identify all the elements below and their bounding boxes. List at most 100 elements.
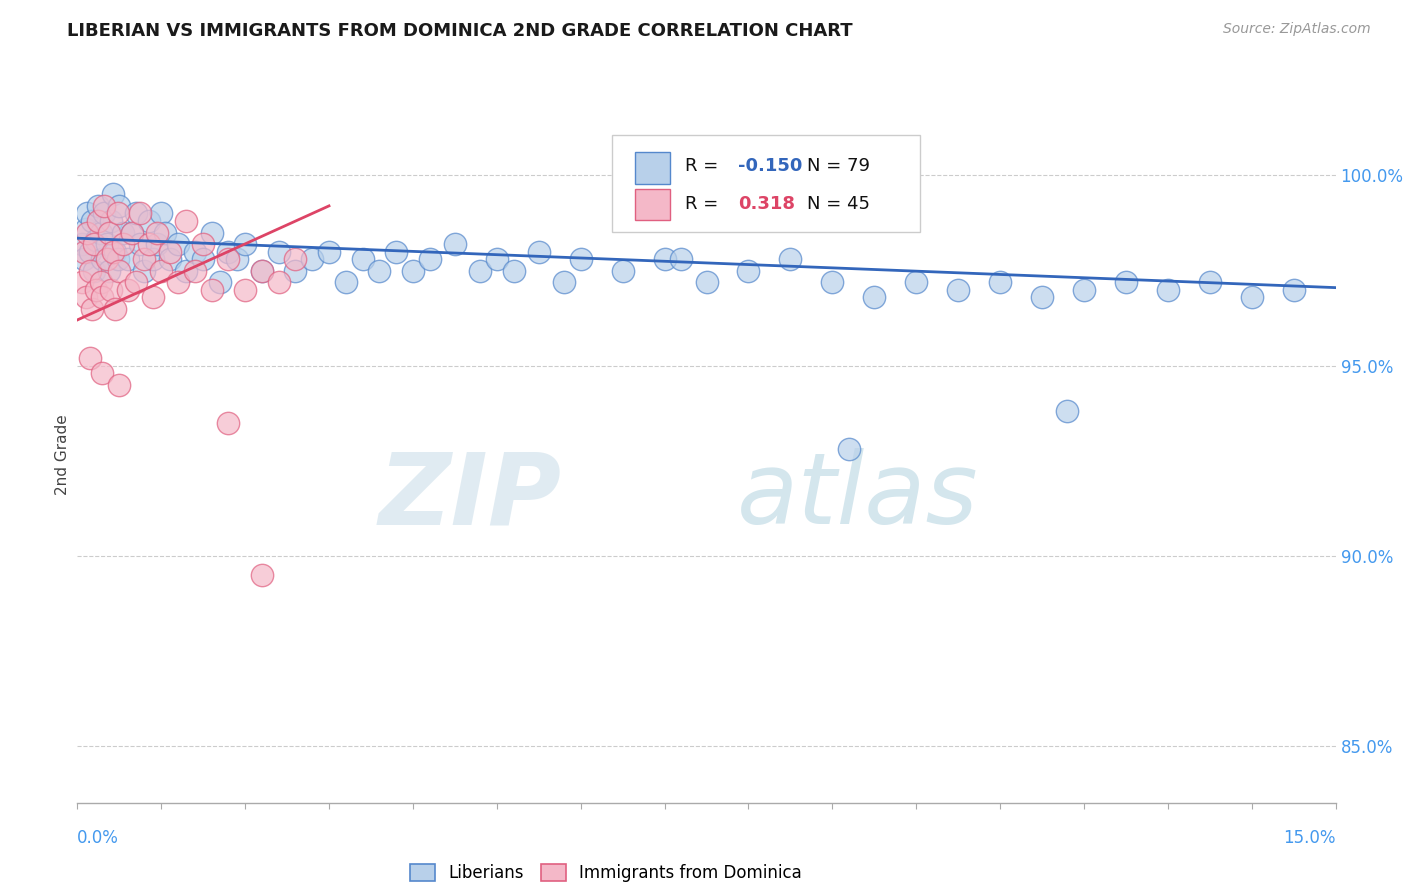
Point [208, 275, 231, 289]
Point [159, 252, 181, 266]
Point [184, 263, 207, 277]
Point [1031, 290, 1053, 304]
Point [444, 236, 467, 251]
Point [87, 214, 110, 228]
Point [82, 301, 104, 316]
Point [121, 226, 143, 240]
Point [108, 199, 131, 213]
Point [91, 290, 114, 304]
Point [100, 283, 122, 297]
Point [73, 244, 96, 259]
FancyBboxPatch shape [612, 135, 921, 232]
Point [125, 206, 148, 220]
Point [79, 244, 101, 259]
Point [112, 236, 135, 251]
Point [737, 263, 759, 277]
Y-axis label: 2nd Grade: 2nd Grade [55, 415, 70, 495]
Point [1115, 275, 1137, 289]
Point [284, 263, 307, 277]
Point [250, 263, 273, 277]
Point [91, 366, 114, 380]
Point [142, 252, 165, 266]
Point [155, 226, 177, 240]
Point [838, 442, 860, 457]
Text: 0.318: 0.318 [738, 195, 794, 213]
Point [200, 226, 222, 240]
Point [104, 301, 127, 316]
Point [217, 244, 239, 259]
Point [83, 263, 105, 277]
Point [108, 263, 131, 277]
Point [301, 252, 323, 266]
Text: N = 45: N = 45 [807, 195, 870, 213]
Point [233, 283, 256, 297]
Point [76, 206, 98, 220]
Point [1282, 283, 1305, 297]
Point [863, 290, 886, 304]
Point [117, 283, 139, 297]
Point [104, 244, 127, 259]
Point [527, 244, 550, 259]
Point [150, 263, 173, 277]
Text: 0.0%: 0.0% [77, 829, 120, 847]
Text: atlas: atlas [737, 448, 979, 545]
Point [125, 275, 148, 289]
Point [121, 226, 143, 240]
Point [502, 263, 524, 277]
Text: Source: ZipAtlas.com: Source: ZipAtlas.com [1223, 22, 1371, 37]
Legend: Liberians, Immigrants from Dominica: Liberians, Immigrants from Dominica [404, 857, 808, 888]
Point [93, 206, 115, 220]
Point [98, 263, 121, 277]
Point [79, 351, 101, 365]
Point [93, 199, 115, 213]
Point [90, 275, 112, 289]
Point [167, 275, 190, 289]
Text: ZIP: ZIP [378, 448, 562, 545]
Point [138, 236, 160, 251]
Text: LIBERIAN VS IMMIGRANTS FROM DOMINICA 2ND GRADE CORRELATION CHART: LIBERIAN VS IMMIGRANTS FROM DOMINICA 2ND… [67, 22, 853, 40]
Point [184, 244, 207, 259]
Point [134, 263, 156, 277]
Point [134, 252, 156, 266]
Point [385, 244, 408, 259]
Text: 15.0%: 15.0% [1284, 829, 1336, 847]
Point [988, 275, 1011, 289]
Point [217, 252, 239, 266]
Point [75, 221, 97, 235]
Point [1157, 283, 1180, 297]
Point [129, 206, 152, 220]
Point [200, 283, 222, 297]
Point [107, 206, 129, 220]
Point [1240, 290, 1263, 304]
Point [112, 226, 135, 240]
Point [138, 214, 160, 228]
Point [100, 214, 122, 228]
Point [84, 233, 107, 247]
Point [468, 263, 491, 277]
Point [84, 283, 107, 297]
Point [98, 226, 121, 240]
Point [419, 252, 441, 266]
Point [90, 226, 112, 240]
Point [75, 290, 97, 304]
Point [335, 275, 357, 289]
Point [146, 226, 169, 240]
Text: N = 79: N = 79 [807, 157, 870, 175]
Point [637, 187, 659, 202]
Point [108, 377, 131, 392]
Text: R =: R = [685, 157, 724, 175]
Point [159, 244, 181, 259]
Point [101, 244, 124, 259]
Point [91, 252, 114, 266]
Point [82, 214, 104, 228]
Point [948, 283, 970, 297]
Point [267, 244, 290, 259]
Point [107, 252, 129, 266]
Point [1073, 283, 1095, 297]
Point [142, 290, 165, 304]
Point [76, 226, 98, 240]
Point [821, 275, 844, 289]
Point [352, 252, 374, 266]
Point [318, 244, 340, 259]
Text: -0.150: -0.150 [738, 157, 803, 175]
